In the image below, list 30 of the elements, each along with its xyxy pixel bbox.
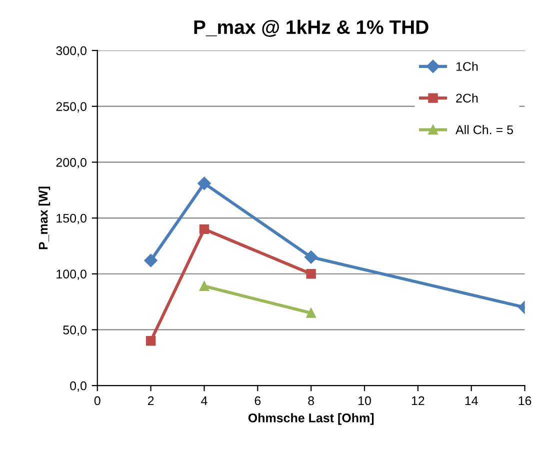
legend-label: 1Ch bbox=[456, 62, 478, 71]
x-tick-label: 8 bbox=[308, 396, 314, 406]
y-axis-title: P_max [W] bbox=[38, 186, 50, 250]
x-tick-label: 4 bbox=[201, 396, 208, 406]
point bbox=[198, 176, 211, 190]
x-tick-label: 14 bbox=[465, 396, 478, 406]
x-tick-label: 10 bbox=[358, 396, 371, 406]
y-tick-label: 50,0 bbox=[63, 326, 86, 336]
x-tick-label: 16 bbox=[518, 396, 532, 406]
y-tick-label: 150,0 bbox=[56, 214, 86, 224]
y-tick-label: 300,0 bbox=[56, 46, 86, 57]
point bbox=[304, 250, 318, 264]
y-tick-label: 250,0 bbox=[56, 102, 86, 112]
y-tick-label: 200,0 bbox=[56, 158, 86, 168]
x-tick-label: 2 bbox=[148, 396, 154, 406]
x-tick-label: 0 bbox=[94, 396, 100, 406]
chart-title: P_max @ 1kHz & 1% THD bbox=[194, 20, 428, 37]
x-tick-label: 12 bbox=[412, 396, 424, 406]
point bbox=[199, 224, 210, 234]
legend-label: 2Ch bbox=[456, 93, 478, 103]
point bbox=[144, 254, 158, 268]
point bbox=[306, 269, 316, 279]
point bbox=[306, 308, 316, 318]
x-tick-label: 6 bbox=[254, 396, 261, 406]
x-axis-title: Ohmsche Last [Ohm] bbox=[248, 413, 374, 425]
y-tick-label: 0,0 bbox=[70, 381, 86, 392]
point bbox=[146, 336, 156, 346]
point bbox=[199, 281, 210, 292]
y-tick-label: 100,0 bbox=[56, 270, 86, 280]
legend-label: All Ch. = 5 bbox=[456, 125, 513, 134]
